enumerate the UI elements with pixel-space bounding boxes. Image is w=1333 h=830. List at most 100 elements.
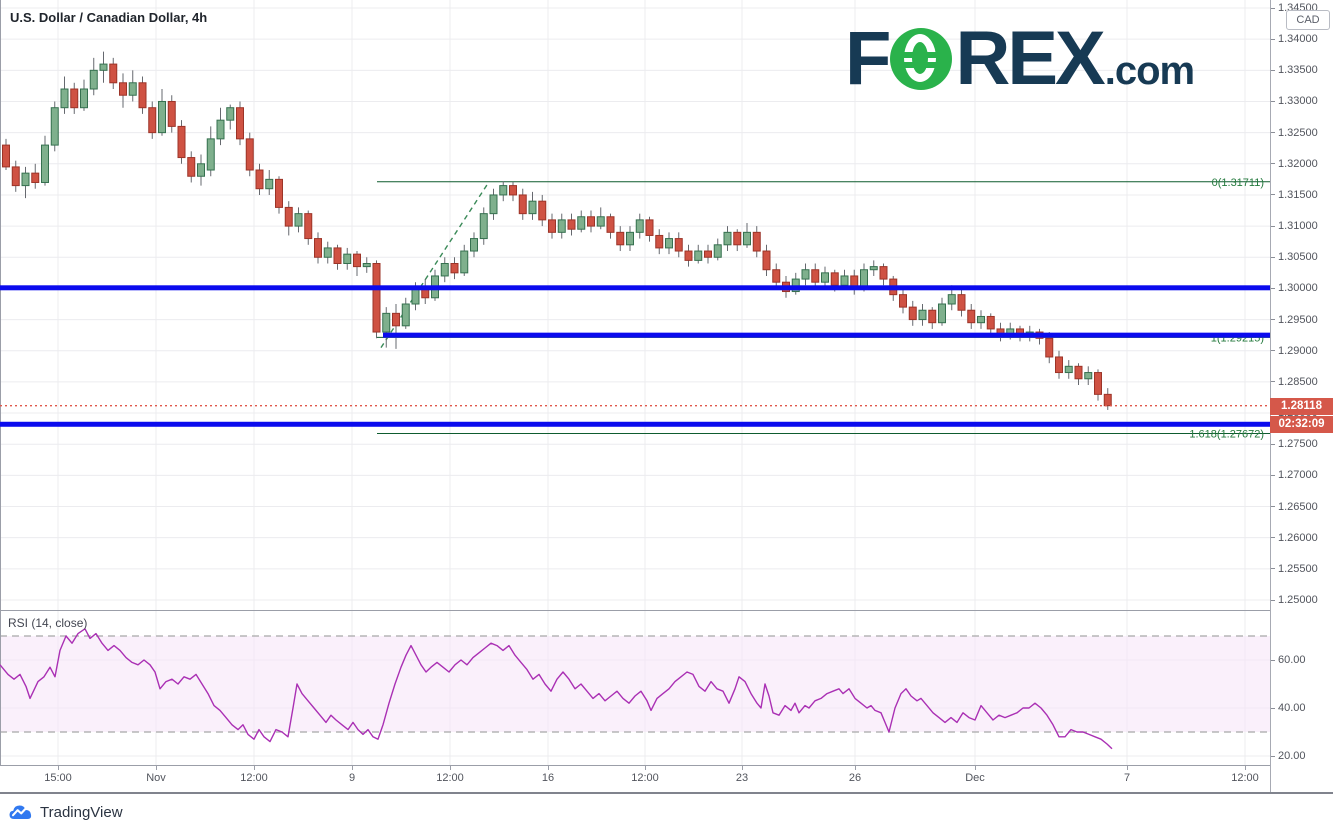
price-axis-label: 1.29500 (1271, 314, 1333, 326)
candle (109, 63, 118, 84)
time-axis-label: 23 (735, 772, 749, 784)
time-axis-label: Nov (146, 772, 166, 784)
time-axis-label: 12:00 (631, 772, 659, 784)
candle (80, 88, 88, 109)
time-axis-tick (1127, 766, 1128, 770)
time-axis-label: 16 (541, 772, 555, 784)
candle (99, 63, 108, 71)
symbol-title[interactable]: U.S. Dollar / Canadian Dollar, 4h (10, 10, 208, 25)
candle (674, 238, 683, 252)
candle (577, 216, 586, 230)
currency-badge[interactable]: CAD (1286, 10, 1330, 30)
candle (255, 169, 264, 190)
last-price-tag: 1.28118 (1270, 398, 1333, 415)
price-axis-label: 1.29000 (1271, 345, 1333, 357)
candle (60, 88, 69, 109)
candle (128, 82, 137, 96)
candle (830, 272, 839, 286)
time-axis[interactable]: 15:00 Nov 12:00 9 12:00 16 12:00 23 26 Dec 7 12:00 (0, 766, 1270, 792)
price-axis-label: 1.26500 (1271, 501, 1333, 513)
tradingview-cloud-icon (9, 805, 32, 819)
candle (528, 200, 537, 215)
candle (821, 272, 829, 283)
time-axis-label: 7 (1123, 772, 1131, 784)
candle (392, 312, 400, 327)
candle (187, 157, 196, 177)
rsi-pane[interactable] (0, 610, 1270, 765)
price-axis-label: 1.33500 (1271, 64, 1333, 76)
candle (323, 247, 332, 258)
time-axis-tick (58, 766, 59, 770)
candle (294, 213, 303, 227)
candle (31, 172, 40, 183)
rsi-line (0, 628, 1113, 750)
axis-divider (1270, 0, 1271, 792)
tradingview-logo[interactable]: TradingView (8, 804, 123, 821)
candle (694, 250, 703, 261)
pane-separator[interactable] (0, 610, 1270, 611)
time-axis-tick (975, 766, 976, 770)
candle (567, 219, 576, 230)
price-axis-label: 1.30000 (1271, 282, 1333, 294)
candle (499, 185, 508, 196)
price-axis-label: 1.32500 (1271, 127, 1333, 139)
candle (226, 107, 235, 121)
candle (743, 231, 751, 246)
rsi-indicator-label[interactable]: RSI (14, close) (8, 616, 88, 630)
candle (928, 309, 937, 324)
time-axis-label: 12:00 (1231, 772, 1259, 784)
candle (947, 294, 956, 305)
candle (918, 309, 927, 321)
time-axis-tick (450, 766, 451, 770)
candle (557, 219, 566, 233)
candle (382, 312, 391, 333)
support-resistance-line[interactable] (0, 285, 1270, 291)
candle (206, 138, 215, 171)
candle (899, 294, 907, 308)
candle (148, 107, 157, 134)
candle (2, 144, 10, 168)
time-axis-tick (855, 766, 856, 770)
candle (645, 219, 654, 236)
candle (158, 100, 166, 134)
candle (606, 216, 615, 233)
time-axis-label: 12:00 (240, 772, 268, 784)
candle (986, 315, 995, 330)
candle (333, 247, 342, 264)
candle (772, 269, 781, 283)
candle (518, 194, 527, 215)
candle (177, 125, 186, 159)
candle (1094, 372, 1102, 395)
candle (489, 194, 498, 215)
price-axis-label: 1.25000 (1271, 594, 1333, 606)
candle (733, 231, 742, 246)
candle (167, 100, 176, 127)
candle (538, 200, 547, 221)
candle (596, 216, 605, 227)
candle (1074, 365, 1083, 380)
candle (50, 107, 59, 146)
candle (635, 219, 644, 233)
candle (41, 144, 49, 183)
candle (1064, 365, 1073, 374)
candle (967, 309, 976, 324)
candle (479, 213, 488, 240)
support-resistance-line[interactable] (0, 421, 1270, 427)
price-axis-label: 1.26000 (1271, 532, 1333, 544)
candle (362, 262, 371, 268)
price-chart-pane[interactable]: 0(1.31711)1(1.29215)1.618(1.27672) (0, 0, 1270, 610)
candle (752, 231, 761, 252)
candle (343, 253, 352, 264)
price-axis-label: 1.31500 (1271, 189, 1333, 201)
price-axis[interactable]: 1.34500 1.34000 1.33500 1.33000 1.32500 1.320… (1271, 0, 1333, 765)
support-resistance-line[interactable] (383, 332, 1270, 338)
candle (762, 250, 771, 271)
candle (21, 172, 30, 187)
candle (236, 107, 244, 140)
candle (811, 269, 820, 283)
rsi-axis-label: 20.00 (1271, 750, 1333, 762)
price-axis-label: 1.28500 (1271, 376, 1333, 388)
candle (908, 306, 917, 321)
tradingview-label: TradingView (40, 803, 123, 821)
chart-bottom-border (0, 792, 1333, 794)
